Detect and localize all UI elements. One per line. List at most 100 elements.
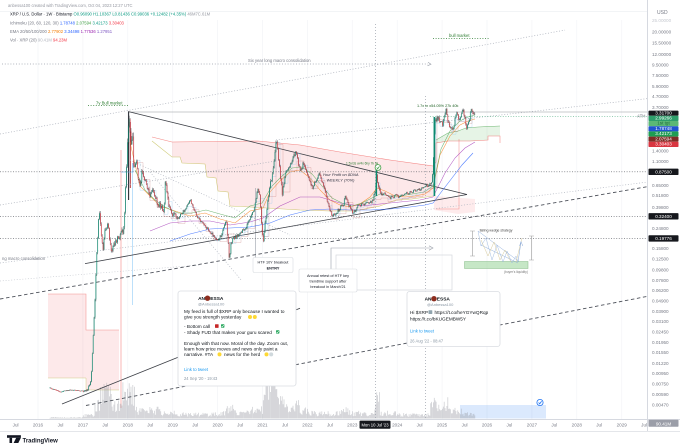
svg-text:26 Aug '22 - 08:47: 26 Aug '22 - 08:47 xyxy=(410,339,444,344)
svg-text:2026: 2026 xyxy=(482,423,493,428)
svg-text:@Anbessa100: @Anbessa100 xyxy=(198,301,225,306)
svg-text:Jul: Jul xyxy=(58,423,64,428)
svg-text:ESSA: ESSA xyxy=(437,297,451,303)
svg-text:Jul: Jul xyxy=(13,423,19,428)
svg-text:0.00470: 0.00470 xyxy=(652,403,669,408)
svg-text:7.50000: 7.50000 xyxy=(652,73,669,78)
svg-text:3.70000: 3.70000 xyxy=(652,105,669,110)
svg-text:0.24800: 0.24800 xyxy=(652,226,669,231)
svg-text:give you strength yesterday: give you strength yesterday xyxy=(184,315,242,320)
svg-text:Jul: Jul xyxy=(462,423,468,428)
svg-text:- Bottom call: - Bottom call xyxy=(184,324,210,329)
svg-text:https://t.co/bKUGEMBW5Y: https://t.co/bKUGEMBW5Y xyxy=(410,316,467,321)
svg-text:Jul: Jul xyxy=(147,423,153,428)
svg-text:Jul: Jul xyxy=(102,423,108,428)
svg-text:24 Sep '20 - 19:43: 24 Sep '20 - 19:43 xyxy=(184,376,218,381)
svg-text:0.00950: 0.00950 xyxy=(652,371,669,376)
svg-text:0.12500: 0.12500 xyxy=(652,257,669,262)
svg-text:Jul: Jul xyxy=(596,423,602,428)
svg-text:3.31700: 3.31700 xyxy=(655,110,672,115)
svg-text:ATH: ATH xyxy=(637,114,645,119)
svg-text:@Anbessa100: @Anbessa100 xyxy=(427,302,454,307)
svg-text:breakout in March'21: breakout in March'21 xyxy=(310,285,345,289)
svg-text:2018: 2018 xyxy=(123,423,134,428)
svg-text:0.06200: 0.06200 xyxy=(652,288,669,293)
svg-text:2.07594: 2.07594 xyxy=(655,136,672,141)
svg-text:- Shady FUD that makes your gu: - Shady FUD that makes your guru scared xyxy=(184,330,272,335)
svg-text:12.00000: 12.00000 xyxy=(652,52,672,57)
svg-text:news for the herd: news for the herd xyxy=(224,352,261,357)
svg-text:0.01550: 0.01550 xyxy=(652,350,669,355)
svg-text:(buyer's liquidity): (buyer's liquidity) xyxy=(504,270,528,274)
svg-text:0.32400: 0.32400 xyxy=(655,214,672,219)
svg-text:Annual retest of HTF key: Annual retest of HTF key xyxy=(307,274,349,278)
svg-text:1.40000: 1.40000 xyxy=(652,148,669,153)
svg-text:HTF 10Y breakout: HTF 10Y breakout xyxy=(258,261,290,265)
svg-text:2019: 2019 xyxy=(168,423,179,428)
svg-text:2028: 2028 xyxy=(572,423,583,428)
svg-text:4.70000: 4.70000 xyxy=(652,94,669,99)
svg-text:2024: 2024 xyxy=(392,423,403,428)
svg-text:0.65000: 0.65000 xyxy=(652,183,669,188)
svg-text:0.03900: 0.03900 xyxy=(652,309,669,314)
svg-text:Jul: Jul xyxy=(192,423,198,428)
svg-text:1.10000: 1.10000 xyxy=(652,159,669,164)
svg-text:0.02450: 0.02450 xyxy=(652,330,669,335)
svg-text:2027: 2027 xyxy=(527,423,538,428)
svg-text:My feed is full of $XRP only b: My feed is full of $XRP only because I w… xyxy=(184,309,285,314)
svg-text:2.99266: 2.99266 xyxy=(655,116,672,121)
svg-text:Link to tweet: Link to tweet xyxy=(410,329,435,334)
svg-text:3.30403: 3.30403 xyxy=(655,142,672,147)
svg-text:7y Bull market: 7y Bull market xyxy=(96,101,123,106)
svg-text:Mon 10 Jul '23: Mon 10 Jul '23 xyxy=(361,423,389,428)
svg-text:Jul: Jul xyxy=(551,423,557,428)
svg-text:0.00750: 0.00750 xyxy=(652,382,669,387)
svg-text:0.03100: 0.03100 xyxy=(652,319,669,324)
svg-text:1.78748: 1.78748 xyxy=(655,126,672,131)
svg-text:90.41M: 90.41M xyxy=(656,421,671,426)
svg-text:2016: 2016 xyxy=(33,423,44,428)
svg-text:EMA 20/50/100/200 2.77902 3.34: EMA 20/50/100/200 2.77902 3.34498 1.7753… xyxy=(10,29,113,34)
svg-text:ENTRY: ENTRY xyxy=(267,267,280,271)
svg-text:3.42173: 3.42173 xyxy=(655,131,672,136)
svg-text:WEEKLY (70%): WEEKLY (70%) xyxy=(326,178,355,183)
svg-text:trendline support after: trendline support after xyxy=(310,280,348,284)
svg-text:0.00590: 0.00590 xyxy=(652,392,669,397)
svg-text:2022: 2022 xyxy=(302,423,313,428)
svg-text:XRP / U.S. Dollar · 1W · Bitst: XRP / U.S. Dollar · 1W · Bitstamp O0.960… xyxy=(10,12,211,17)
svg-text:Jul: Jul xyxy=(237,423,243,428)
svg-text:AN: AN xyxy=(198,296,205,302)
svg-text:15.50000: 15.50000 xyxy=(652,41,672,46)
svg-text:Enough with that now. Moral of: Enough with that now. Moral of the day. … xyxy=(184,341,288,346)
svg-text:2020: 2020 xyxy=(212,423,223,428)
svg-text:25.00000: 25.00000 xyxy=(652,18,672,23)
svg-text:0.01950: 0.01950 xyxy=(652,340,669,345)
svg-text:bull market: bull market xyxy=(449,33,470,38)
svg-text:2025: 2025 xyxy=(437,423,448,428)
svg-text:ESSA: ESSA xyxy=(210,296,224,302)
svg-text:Jul: Jul xyxy=(641,423,647,428)
svg-text:Jul: Jul xyxy=(506,423,512,428)
svg-text:0.01220: 0.01220 xyxy=(652,361,669,366)
svg-text:0.87500: 0.87500 xyxy=(655,170,672,175)
svg-text:Vol · XRP (20) 90.41M 94.23M: Vol · XRP (20) 90.41M 94.23M xyxy=(10,38,67,43)
svg-text:2029: 2029 xyxy=(617,423,628,428)
svg-text:learn how price moves and news: learn how price moves and news only pain… xyxy=(184,347,278,352)
svg-text:0.04900: 0.04900 xyxy=(652,299,669,304)
svg-text:Six year long macro consolidat: Six year long macro consolidation xyxy=(248,58,311,63)
svg-text:TradingView: TradingView xyxy=(23,438,59,444)
svg-text:2023: 2023 xyxy=(347,423,358,428)
svg-text:0.15800: 0.15800 xyxy=(652,246,669,251)
svg-text:0.51800: 0.51800 xyxy=(652,193,669,198)
svg-text:narrative. #TA: narrative. #TA xyxy=(184,352,214,357)
svg-text:anbessa100 created with Tradin: anbessa100 created with TradingView.com,… xyxy=(8,3,132,8)
svg-text:1st tgt: 1st tgt xyxy=(657,121,670,126)
svg-text:9.50000: 9.50000 xyxy=(652,63,669,68)
svg-text:Jul: Jul xyxy=(417,423,423,428)
svg-text:0.07800: 0.07800 xyxy=(652,278,669,283)
svg-text:falling wedge strategy: falling wedge strategy xyxy=(480,229,513,233)
svg-text:ng macro consolidation: ng macro consolidation xyxy=(2,256,46,261)
svg-text:0.39800: 0.39800 xyxy=(652,205,669,210)
svg-text:20.00000: 20.00000 xyxy=(652,29,672,34)
svg-text:Your Profit on $DNA: Your Profit on $DNA xyxy=(322,172,358,177)
